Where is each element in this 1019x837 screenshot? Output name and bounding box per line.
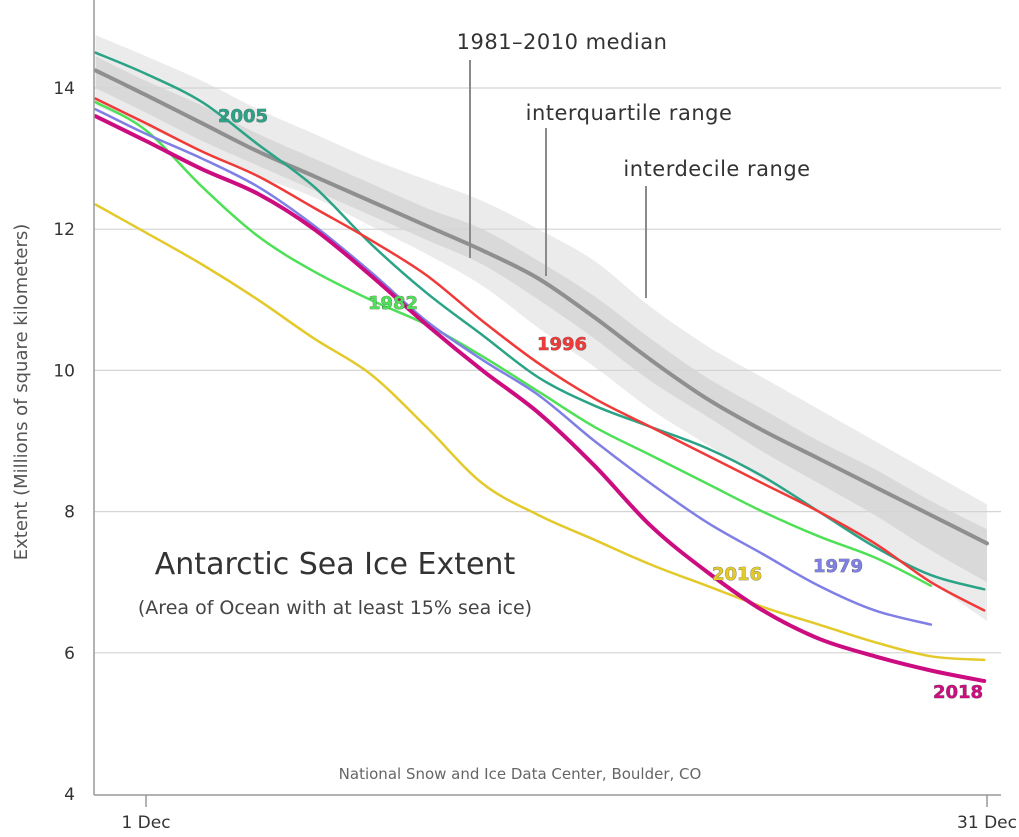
y-tick-label-14: 14 xyxy=(53,79,75,99)
year-label-2005: 2005 xyxy=(218,106,268,127)
y-tick-label-10: 10 xyxy=(53,361,75,381)
series-line-2018 xyxy=(93,114,987,683)
interquartile-band xyxy=(95,56,987,583)
median-line-group xyxy=(93,68,989,546)
interquartile-label: interquartile range xyxy=(526,101,733,125)
y-tick-label-12: 12 xyxy=(53,220,75,240)
median-line xyxy=(93,68,989,546)
interdecile-label: interdecile range xyxy=(623,157,810,181)
median-label: 1981–2010 median xyxy=(457,30,668,54)
chart-subtitle: (Area of Ocean with at least 15% sea ice… xyxy=(138,597,532,619)
y-tick-label-8: 8 xyxy=(64,503,75,523)
text-labels: 1981–2010 median interquartile range inter… xyxy=(138,30,983,783)
year-label-2016: 2016 xyxy=(712,564,762,585)
credit-text: National Snow and Ice Data Center, Bould… xyxy=(339,765,702,783)
x-tick-label-0: 1 Dec xyxy=(121,813,170,833)
year-label-1979: 1979 xyxy=(813,556,863,577)
series-line-1996 xyxy=(94,97,986,612)
series-line-2016 xyxy=(94,203,986,662)
x-tick-label-30: 31 Dec xyxy=(957,813,1017,833)
chart-title: Antarctic Sea Ice Extent xyxy=(155,547,516,582)
year-label-1996: 1996 xyxy=(537,334,587,355)
year-label-1982: 1982 xyxy=(368,293,418,314)
series-line-1979 xyxy=(94,107,933,626)
year-label-2018: 2018 xyxy=(933,682,983,703)
y-tick-label-6: 6 xyxy=(64,644,75,664)
y-tick-label-4: 4 xyxy=(64,785,75,805)
series-lines xyxy=(93,51,987,683)
series-line-1982 xyxy=(94,100,933,587)
axes: 4 6 8 10 12 14 1 Dec 31 Dec Extent (Millions of … xyxy=(11,0,1017,833)
range-bands xyxy=(95,35,987,621)
y-axis-title: Extent (Millions of square kilometers) xyxy=(11,224,32,561)
